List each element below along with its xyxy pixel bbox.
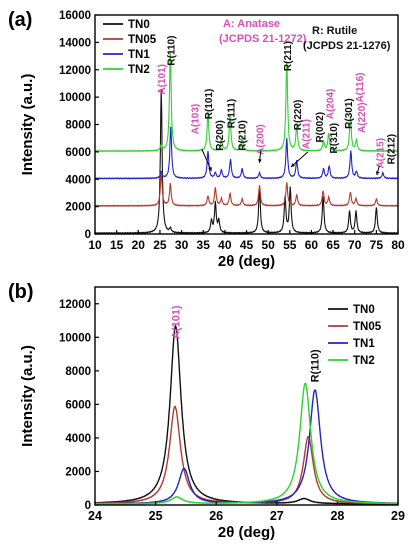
x-tick-label: 15 <box>110 238 124 252</box>
y-tick-label: 8000 <box>65 366 91 378</box>
peak-label: R(110) <box>309 349 321 382</box>
peak-label: R(101) <box>204 89 215 120</box>
y-tick-label: 6000 <box>65 147 91 159</box>
annotation-arrowhead <box>208 167 212 172</box>
rutile-note-title: R: Rutile <box>312 25 357 37</box>
x-tick-label: 28 <box>330 509 344 523</box>
y-tick-label: 14000 <box>59 37 91 49</box>
legend-label-tn0: TN0 <box>353 304 375 316</box>
peak-label: A(200) <box>255 124 266 155</box>
x-tick-label: 60 <box>305 238 319 252</box>
x-tick-label: 24 <box>88 509 102 523</box>
peak-label: R(220) <box>293 100 304 131</box>
series-line-tn0 <box>94 324 398 505</box>
peak-label: R(211) <box>283 41 294 71</box>
panel-label-b: (b) <box>8 281 34 303</box>
chart-panel-a: 10 15 20 25 30 35 40 45 50 55 60 65 70 75 80 0 2000 4000 6… <box>8 9 405 270</box>
legend-label-tn1: TN1 <box>353 338 375 350</box>
y-tick-label: 0 <box>85 229 91 241</box>
x-tick-label: 30 <box>175 238 189 252</box>
peak-label: A(211) <box>301 119 312 149</box>
x-tick-label: 45 <box>240 238 254 252</box>
legend-label-tn05: TN05 <box>128 34 157 46</box>
plot-frame <box>94 286 399 506</box>
peak-label: A(103) <box>191 104 202 135</box>
x-tick-label: 20 <box>132 238 146 252</box>
x-tick-label: 55 <box>283 238 297 252</box>
y-tick-label: 10000 <box>59 92 91 104</box>
x-tick-label: 35 <box>197 238 211 252</box>
series-line-tn1 <box>94 389 399 505</box>
panel-label-a: (a) <box>8 9 32 31</box>
peak-label: R(212) <box>387 134 398 165</box>
legend-label-tn0: TN0 <box>128 19 150 31</box>
y-tick-label: 2000 <box>65 202 91 214</box>
series-line-tn05 <box>94 405 399 505</box>
peak-label: R(110) <box>167 36 178 66</box>
x-tick-label: 27 <box>270 509 284 523</box>
x-tick-label: 50 <box>261 238 275 252</box>
peak-label: A(116) <box>355 73 366 103</box>
peak-label: R(310) <box>329 123 340 154</box>
annotation-arrow <box>201 148 212 172</box>
y-axis-label-a: Intensity (a.u.) <box>19 74 36 176</box>
y-tick-label: 10000 <box>59 332 91 344</box>
y-tick-label: 12000 <box>59 65 91 77</box>
legend-label-tn2: TN2 <box>128 64 150 76</box>
x-tick-label: 29 <box>391 509 405 523</box>
y-tick-label: 12000 <box>59 299 91 311</box>
series-line-tn1 <box>94 126 399 180</box>
anatase-note-ref: (JCPDS 21-1272) <box>219 33 307 45</box>
y-tick-label: 16000 <box>59 10 91 22</box>
x-tick-label: 25 <box>153 238 167 252</box>
legend-label-tn05: TN05 <box>353 321 382 333</box>
peak-label: A(101) <box>157 64 168 95</box>
y-axis-label-b: Intensity (a.u.) <box>19 345 36 447</box>
annotation-arrowhead <box>291 163 295 167</box>
peak-label: A(101) <box>171 305 183 339</box>
y-tick-label: 0 <box>85 500 91 512</box>
x-tick-label: 75 <box>370 238 384 252</box>
peak-label: A(220) <box>357 102 368 133</box>
series-line-tn2 <box>94 382 398 505</box>
annotation-arrowhead <box>375 171 380 176</box>
annotation-arrowhead <box>257 159 262 163</box>
series-line-tn05 <box>94 172 399 208</box>
y-tick-label: 2000 <box>65 466 91 478</box>
x-tick-label: 40 <box>218 238 232 252</box>
x-axis-label-a: 2θ (deg) <box>218 253 275 270</box>
peak-label: R(002) <box>315 112 326 143</box>
legend-label-tn1: TN1 <box>128 49 150 61</box>
anatase-note-title: A: Anatase <box>223 18 280 30</box>
x-tick-label: 70 <box>348 238 362 252</box>
y-tick-label: 4000 <box>65 433 91 445</box>
x-tick-label: 26 <box>209 509 223 523</box>
peak-label: R(301) <box>344 98 355 129</box>
x-tick-label: 25 <box>149 509 163 523</box>
x-tick-label: 10 <box>88 238 102 252</box>
peak-label: R(111) <box>226 99 237 128</box>
y-tick-label: 4000 <box>65 174 91 186</box>
peak-label: A(204) <box>326 89 337 120</box>
rutile-note-ref: (JCPDS 21-1276) <box>303 40 391 52</box>
series-line-tn2 <box>94 51 399 153</box>
y-tick-label: 6000 <box>65 399 91 411</box>
legend-label-tn2: TN2 <box>353 355 375 367</box>
x-tick-label: 80 <box>391 238 405 252</box>
x-tick-label: 65 <box>326 238 340 252</box>
peak-label: R(210) <box>237 120 248 151</box>
peak-label: R(200) <box>215 120 226 151</box>
x-axis-label-b: 2θ (deg) <box>218 524 275 541</box>
annotation-arrow <box>290 151 309 168</box>
peak-label: A(215) <box>375 138 386 169</box>
y-tick-label: 8000 <box>65 120 91 132</box>
chart-panel-b: 24 25 26 27 28 29020004000600080001000012000 … <box>8 281 405 541</box>
